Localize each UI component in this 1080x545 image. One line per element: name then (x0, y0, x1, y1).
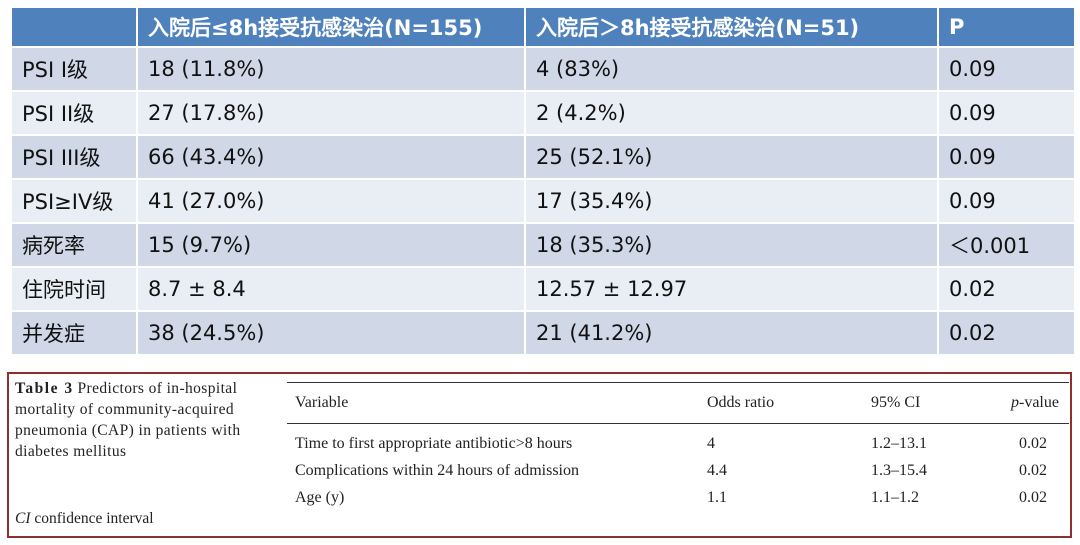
row-late-value: 12.57 ± 12.97 (526, 268, 937, 310)
row-p-value: ＜0.001 (939, 224, 1074, 266)
table-row: Age (y) 1.1 1.1–1.2 0.02 (287, 484, 1069, 511)
header-cell-early: 入院后≤8h接受抗感染治(N=155) (138, 8, 524, 46)
table-header-row: 入院后≤8h接受抗感染治(N=155) 入院后＞8h接受抗感染治(N=51) P (12, 8, 1074, 46)
row-label: 住院时间 (12, 268, 136, 310)
row-late-value: 25 (52.1%) (526, 136, 937, 178)
row-p-value: 0.02 (1019, 434, 1047, 452)
row-late-value: 18 (35.3%) (526, 224, 937, 266)
header-p-italic: p (1011, 394, 1019, 411)
row-variable: Complications within 24 hours of admissi… (295, 461, 579, 479)
row-p-value: 0.02 (939, 312, 1074, 354)
header-p-value: p-value (999, 383, 1069, 424)
row-odds-ratio: 1.1 (707, 488, 727, 506)
row-p-value: 0.09 (939, 136, 1074, 178)
row-label: PSI II级 (12, 92, 136, 134)
table-row: PSI II级 27 (17.8%) 2 (4.2%) 0.09 (12, 92, 1074, 134)
row-ci: 1.1–1.2 (871, 488, 919, 506)
row-odds-ratio: 4.4 (707, 461, 727, 479)
row-late-value: 4 (83%) (526, 48, 937, 90)
row-early-value: 18 (11.8%) (138, 48, 524, 90)
row-ci: 1.3–15.4 (871, 461, 927, 479)
row-ci: 1.2–13.1 (871, 434, 927, 452)
header-odds-ratio: Odds ratio (707, 394, 775, 411)
row-late-value: 2 (4.2%) (526, 92, 937, 134)
row-p-value: 0.02 (939, 268, 1074, 310)
table-row: PSI I级 18 (11.8%) 4 (83%) 0.09 (12, 48, 1074, 90)
row-odds-ratio: 4 (707, 434, 715, 452)
table3-panel: Table 3 Predictors of in-hospital mortal… (7, 372, 1072, 538)
row-p-value: 0.02 (1019, 461, 1047, 479)
row-p-value: 0.09 (939, 180, 1074, 222)
row-label: 并发症 (12, 312, 136, 354)
predictors-header-row: Variable Odds ratio 95% CI p-value (287, 382, 1069, 424)
footnote-text: confidence interval (34, 510, 154, 527)
row-early-value: 38 (24.5%) (138, 312, 524, 354)
header-p-rest: -value (1019, 394, 1059, 411)
table-row: PSI III级 66 (43.4%) 25 (52.1%) 0.09 (12, 136, 1074, 178)
table-row: 住院时间 8.7 ± 8.4 12.57 ± 12.97 0.02 (12, 268, 1074, 310)
row-early-value: 27 (17.8%) (138, 92, 524, 134)
row-early-value: 41 (27.0%) (138, 180, 524, 222)
table-row: Complications within 24 hours of admissi… (287, 457, 1069, 484)
row-label: 病死率 (12, 224, 136, 266)
header-cell-late: 入院后＞8h接受抗感染治(N=51) (526, 8, 937, 46)
header-ci: 95% CI (871, 394, 921, 411)
row-label: PSI I级 (12, 48, 136, 90)
header-cell-p: P (939, 8, 1074, 46)
row-label: PSI≥IV级 (12, 180, 136, 222)
table-row: 病死率 15 (9.7%) 18 (35.3%) ＜0.001 (12, 224, 1074, 266)
header-variable: Variable (295, 394, 349, 411)
row-variable: Time to first appropriate antibiotic>8 h… (295, 434, 573, 452)
row-p-value: 0.09 (939, 48, 1074, 90)
footnote-abbreviation: CI (15, 510, 31, 527)
row-variable: Age (y) (295, 488, 345, 506)
predictors-table: Variable Odds ratio 95% CI p-value Time … (287, 382, 1069, 511)
row-late-value: 17 (35.4%) (526, 180, 937, 222)
table-row: PSI≥IV级 41 (27.0%) 17 (35.4%) 0.09 (12, 180, 1074, 222)
row-p-value: 0.02 (1019, 488, 1047, 506)
table-row: Time to first appropriate antibiotic>8 h… (287, 424, 1069, 458)
row-early-value: 15 (9.7%) (138, 224, 524, 266)
table3-caption-label: Table 3 (15, 380, 74, 397)
row-early-value: 8.7 ± 8.4 (138, 268, 524, 310)
row-label: PSI III级 (12, 136, 136, 178)
row-late-value: 21 (41.2%) (526, 312, 937, 354)
table3-caption: Table 3 Predictors of in-hospital mortal… (15, 378, 261, 462)
psi-outcomes-table: 入院后≤8h接受抗感染治(N=155) 入院后＞8h接受抗感染治(N=51) P… (10, 6, 1076, 356)
row-p-value: 0.09 (939, 92, 1074, 134)
table-row: 并发症 38 (24.5%) 21 (41.2%) 0.02 (12, 312, 1074, 354)
header-cell-label (12, 8, 136, 46)
table3-caption-text: Predictors of in-hospital mortality of c… (15, 380, 241, 460)
row-early-value: 66 (43.4%) (138, 136, 524, 178)
table3-footnote: CI confidence interval (15, 510, 154, 528)
